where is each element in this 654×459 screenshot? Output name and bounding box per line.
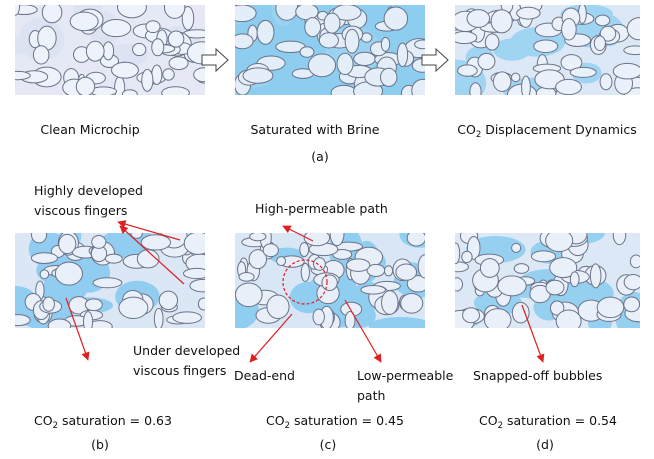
panel-label: (d) <box>536 437 554 452</box>
caption: Clean Microchip <box>40 122 139 137</box>
micrograph <box>429 222 654 339</box>
micrograph <box>424 0 651 110</box>
annotation: Snapped-off bubbles <box>473 368 602 383</box>
flow-arrow <box>202 49 228 71</box>
page: Clean Microchip Saturated with Brine CO2… <box>0 0 654 459</box>
micrograph <box>217 0 434 102</box>
panel-label: (c) <box>320 437 337 452</box>
caption: CO2 Displacement Dynamics <box>457 122 637 140</box>
panel-label: (b) <box>91 437 109 452</box>
caption: Saturated with Brine <box>250 122 379 137</box>
saturation: CO2 saturation = 0.54 <box>479 413 617 431</box>
saturation: CO2 saturation = 0.63 <box>34 413 172 431</box>
figure: Clean Microchip Saturated with Brine CO2… <box>0 0 654 455</box>
annotation: High-permeable path <box>255 201 388 216</box>
micrograph <box>0 220 216 333</box>
saturation: CO2 saturation = 0.45 <box>266 413 404 431</box>
flow-arrow <box>422 49 448 71</box>
micrograph <box>211 221 444 335</box>
annotation: Dead-end <box>234 368 295 383</box>
panel-label: (a) <box>311 149 328 164</box>
micrograph <box>0 0 216 100</box>
